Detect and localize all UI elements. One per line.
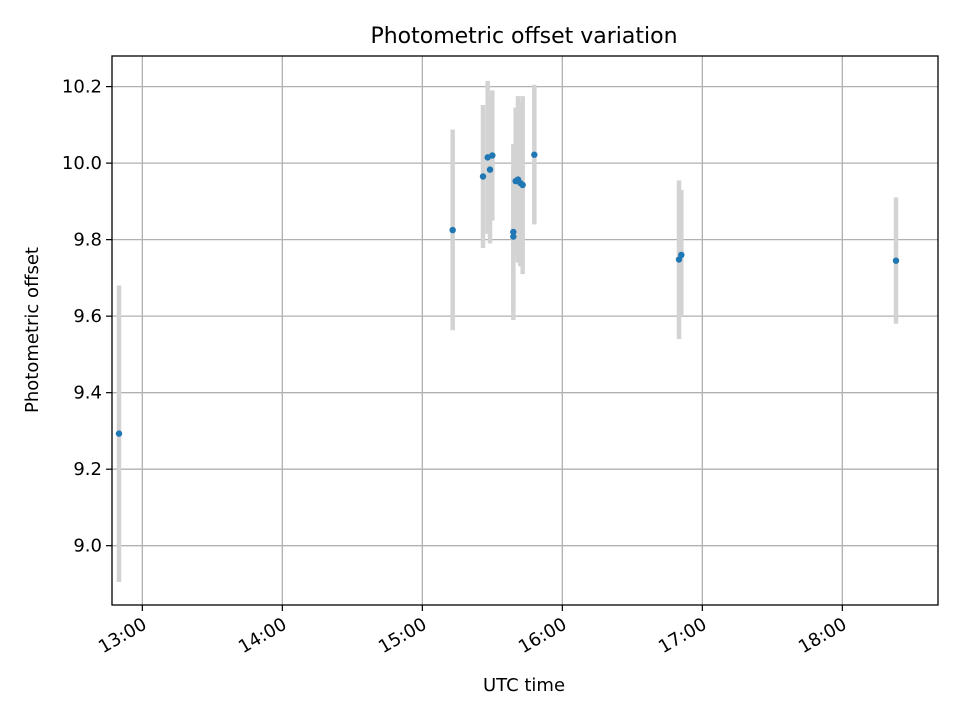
y-tick-label: 9.4 [73,383,102,404]
x-tick-label: 15:00 [375,614,430,658]
y-axis-ticks: 9.0 9.2 9.4 9.6 9.8 10.0 10.2 [62,77,112,557]
y-tick-label: 9.8 [73,230,102,251]
data-point [486,166,494,173]
y-axis-label: Photometric offset [22,247,43,413]
data-point [510,233,517,240]
data-point [892,257,900,264]
x-tick-label: 13:00 [95,614,150,658]
grid [112,56,938,605]
x-tick-label: 16:00 [515,614,570,658]
data-point [519,181,526,189]
y-tick-label: 10.0 [62,153,102,174]
data-points [115,151,900,437]
x-axis-ticks: 13:00 14:00 15:00 16:00 17:00 18:00 [95,605,850,658]
data-point [479,173,487,180]
y-tick-label: 9.2 [73,459,102,480]
error-bars [116,80,899,583]
data-point [489,152,496,159]
y-tick-label: 10.2 [62,77,102,98]
data-point [449,226,456,234]
x-axis-label: UTC time [483,675,565,696]
data-point [531,151,538,158]
plot-frame [111,55,939,606]
data-point [115,430,123,437]
data-point [510,228,517,236]
x-tick-label: 18:00 [795,614,850,658]
data-point [678,251,685,259]
chart-title: Photometric offset variation [370,24,677,49]
x-tick-label: 17:00 [655,614,710,658]
y-tick-label: 9.6 [73,306,102,327]
x-tick-label: 14:00 [235,614,290,658]
y-tick-label: 9.0 [73,536,102,557]
